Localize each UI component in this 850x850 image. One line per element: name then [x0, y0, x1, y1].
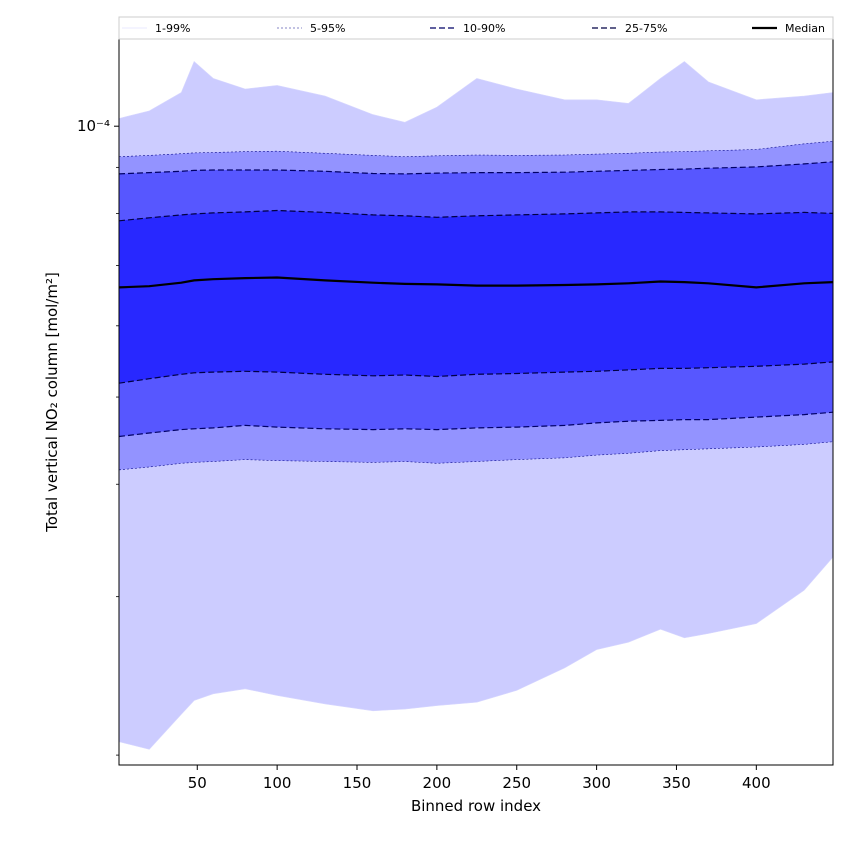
x-tick-label: 150 — [343, 774, 372, 792]
line-lower-25-75 — [118, 361, 834, 384]
percentile-bands — [119, 61, 833, 750]
line-median — [118, 276, 834, 289]
line-lower-10-90 — [118, 411, 834, 438]
legend-label-10-90: 10-90% — [463, 22, 505, 35]
x-tick-label: 50 — [188, 774, 207, 792]
line-upper-10-90 — [118, 161, 834, 175]
line-upper-25-75 — [118, 209, 834, 222]
line-lower-5-95 — [118, 441, 834, 471]
y-axis-label: Total vertical NO₂ column [mol/m²] — [43, 272, 61, 533]
x-tick-label: 350 — [662, 774, 691, 792]
x-axis: 50 100 150 200 250 300 350 400 — [188, 765, 771, 792]
x-tick-label: 200 — [423, 774, 452, 792]
legend: 1-99% 5-95% 10-90% 25-75% Median — [118, 16, 834, 40]
line-upper-1-99 — [118, 60, 834, 123]
legend-label-1-99: 1-99% — [155, 22, 190, 35]
x-tick-label: 250 — [502, 774, 531, 792]
y-tick-label: 10⁻⁴ — [77, 117, 110, 135]
legend-label-5-95: 5-95% — [310, 22, 345, 35]
percentile-lines — [118, 60, 834, 750]
legend-label-25-75: 25-75% — [625, 22, 667, 35]
y-axis: 10⁻⁴ — [77, 117, 119, 756]
line-lower-1-99 — [118, 556, 834, 750]
line-upper-5-95 — [118, 141, 834, 158]
x-tick-label: 300 — [582, 774, 611, 792]
x-tick-label: 100 — [263, 774, 292, 792]
legend-frame — [118, 16, 834, 40]
legend-label-median: Median — [785, 22, 825, 35]
band-25-75 — [119, 210, 833, 384]
x-tick-label: 400 — [742, 774, 771, 792]
x-axis-label: Binned row index — [411, 797, 541, 815]
